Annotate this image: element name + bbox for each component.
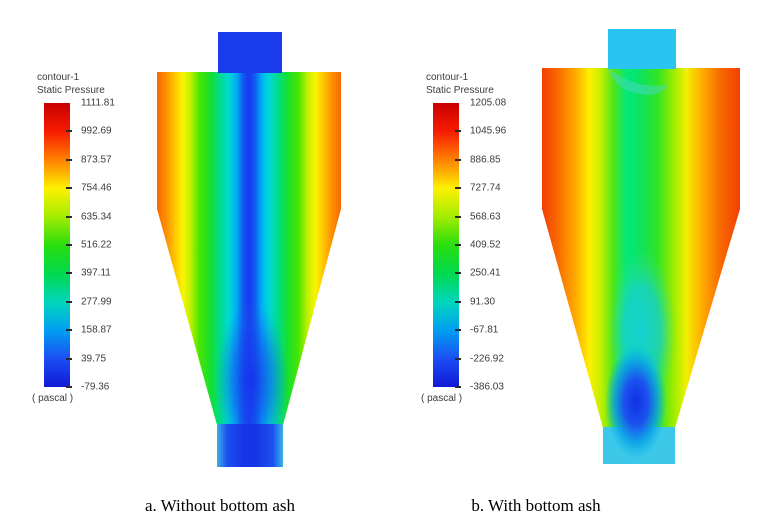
colorbar-tick xyxy=(66,187,72,190)
colorbar-b-ticks xyxy=(433,103,461,388)
colorbar-a xyxy=(44,103,70,387)
colorbar-label: 397.11 xyxy=(81,267,111,279)
colorbar-label: 158.87 xyxy=(81,324,112,336)
cyclone-a-outlet-pipe xyxy=(218,32,282,73)
cyclone-b-inlet-swirl xyxy=(608,68,668,95)
colorbar-tick xyxy=(66,300,72,303)
colorbar-label: 1045.96 xyxy=(470,125,507,137)
legend-a-title-line2: Static Pressure xyxy=(37,85,105,96)
colorbar-tick xyxy=(455,386,461,388)
colorbar-tick xyxy=(66,158,72,161)
colorbar-tick xyxy=(455,187,461,190)
legend-a-unit: ( pascal ) xyxy=(32,393,74,404)
legend-b: contour-1 Static Pressure 1205.08 1045.96… xyxy=(419,66,539,412)
colorbar-tick xyxy=(455,244,461,246)
legend-a: contour-1 Static Pressure 1111.81 992.69 8… xyxy=(30,66,150,412)
colorbar-label: 1205.08 xyxy=(470,97,507,109)
colorbar-label: 727.74 xyxy=(470,182,501,194)
colorbar-tick xyxy=(66,329,72,332)
legend-b-unit: ( pascal ) xyxy=(421,393,463,404)
cyclone-b-low-pressure-core xyxy=(605,250,676,460)
colorbar-tick xyxy=(455,300,461,303)
caption-a: a. Without bottom ash xyxy=(144,496,296,515)
colorbar-label: -67.81 xyxy=(470,324,499,336)
colorbar-label: 992.69 xyxy=(81,125,112,137)
caption-b: b. With bottom ash xyxy=(471,496,601,515)
colorbar-tick xyxy=(66,357,72,360)
colorbar-tick xyxy=(66,244,72,246)
legend-a-title-line1: contour-1 xyxy=(37,72,80,83)
legend-b-title-line1: contour-1 xyxy=(426,72,469,83)
colorbar-tick xyxy=(66,386,72,388)
legend-b-title: contour-1 Static Pressure xyxy=(426,71,494,97)
colorbar-label: 409.52 xyxy=(470,239,501,251)
cyclone-a-dust-outlet xyxy=(217,424,283,467)
colorbar-label: -386.03 xyxy=(470,381,504,393)
colorbar-tick xyxy=(66,272,72,275)
colorbar-label: 91.30 xyxy=(470,296,496,308)
cyclone-a-body xyxy=(157,72,341,467)
cyclone-b-outlet-pipe xyxy=(608,29,676,69)
colorbar-tick xyxy=(455,329,461,332)
colorbar-label: 277.99 xyxy=(81,296,112,308)
colorbar-tick xyxy=(455,215,461,218)
colorbar-label: 1111.81 xyxy=(81,97,115,109)
colorbar-tick xyxy=(66,130,72,133)
colorbar-a-ticks xyxy=(44,103,72,388)
cyclone-b xyxy=(542,29,740,464)
legend-b-title-line2: Static Pressure xyxy=(426,85,494,96)
legend-a-title: contour-1 Static Pressure xyxy=(37,71,105,97)
colorbar-label: -226.92 xyxy=(470,353,504,365)
colorbar-label: 516.22 xyxy=(81,239,112,251)
colorbar-label: 754.46 xyxy=(81,182,112,194)
cyclone-a-low-pressure-core xyxy=(216,302,288,458)
colorbar-label: 886.85 xyxy=(470,154,501,166)
colorbar-tick xyxy=(455,272,461,275)
colorbar-tick xyxy=(455,158,461,161)
colorbar-a-labels: 1111.81 992.69 873.57 754.46 635.34 516.22 397… xyxy=(81,98,145,393)
colorbar-label: 39.75 xyxy=(81,353,107,365)
colorbar-label: -79.36 xyxy=(81,381,110,393)
colorbar-tick xyxy=(455,130,461,133)
cyclone-a xyxy=(157,32,341,467)
colorbar-label: 250.41 xyxy=(470,267,501,279)
colorbar-b-labels: 1205.08 1045.96 886.85 727.74 568.63 409.52 25… xyxy=(470,98,534,393)
colorbar-b xyxy=(433,103,459,387)
colorbar-label: 568.63 xyxy=(470,211,501,223)
colorbar-tick xyxy=(455,357,461,360)
colorbar-tick xyxy=(66,215,72,218)
colorbar-label: 873.57 xyxy=(81,154,112,166)
colorbar-label: 635.34 xyxy=(81,211,112,223)
